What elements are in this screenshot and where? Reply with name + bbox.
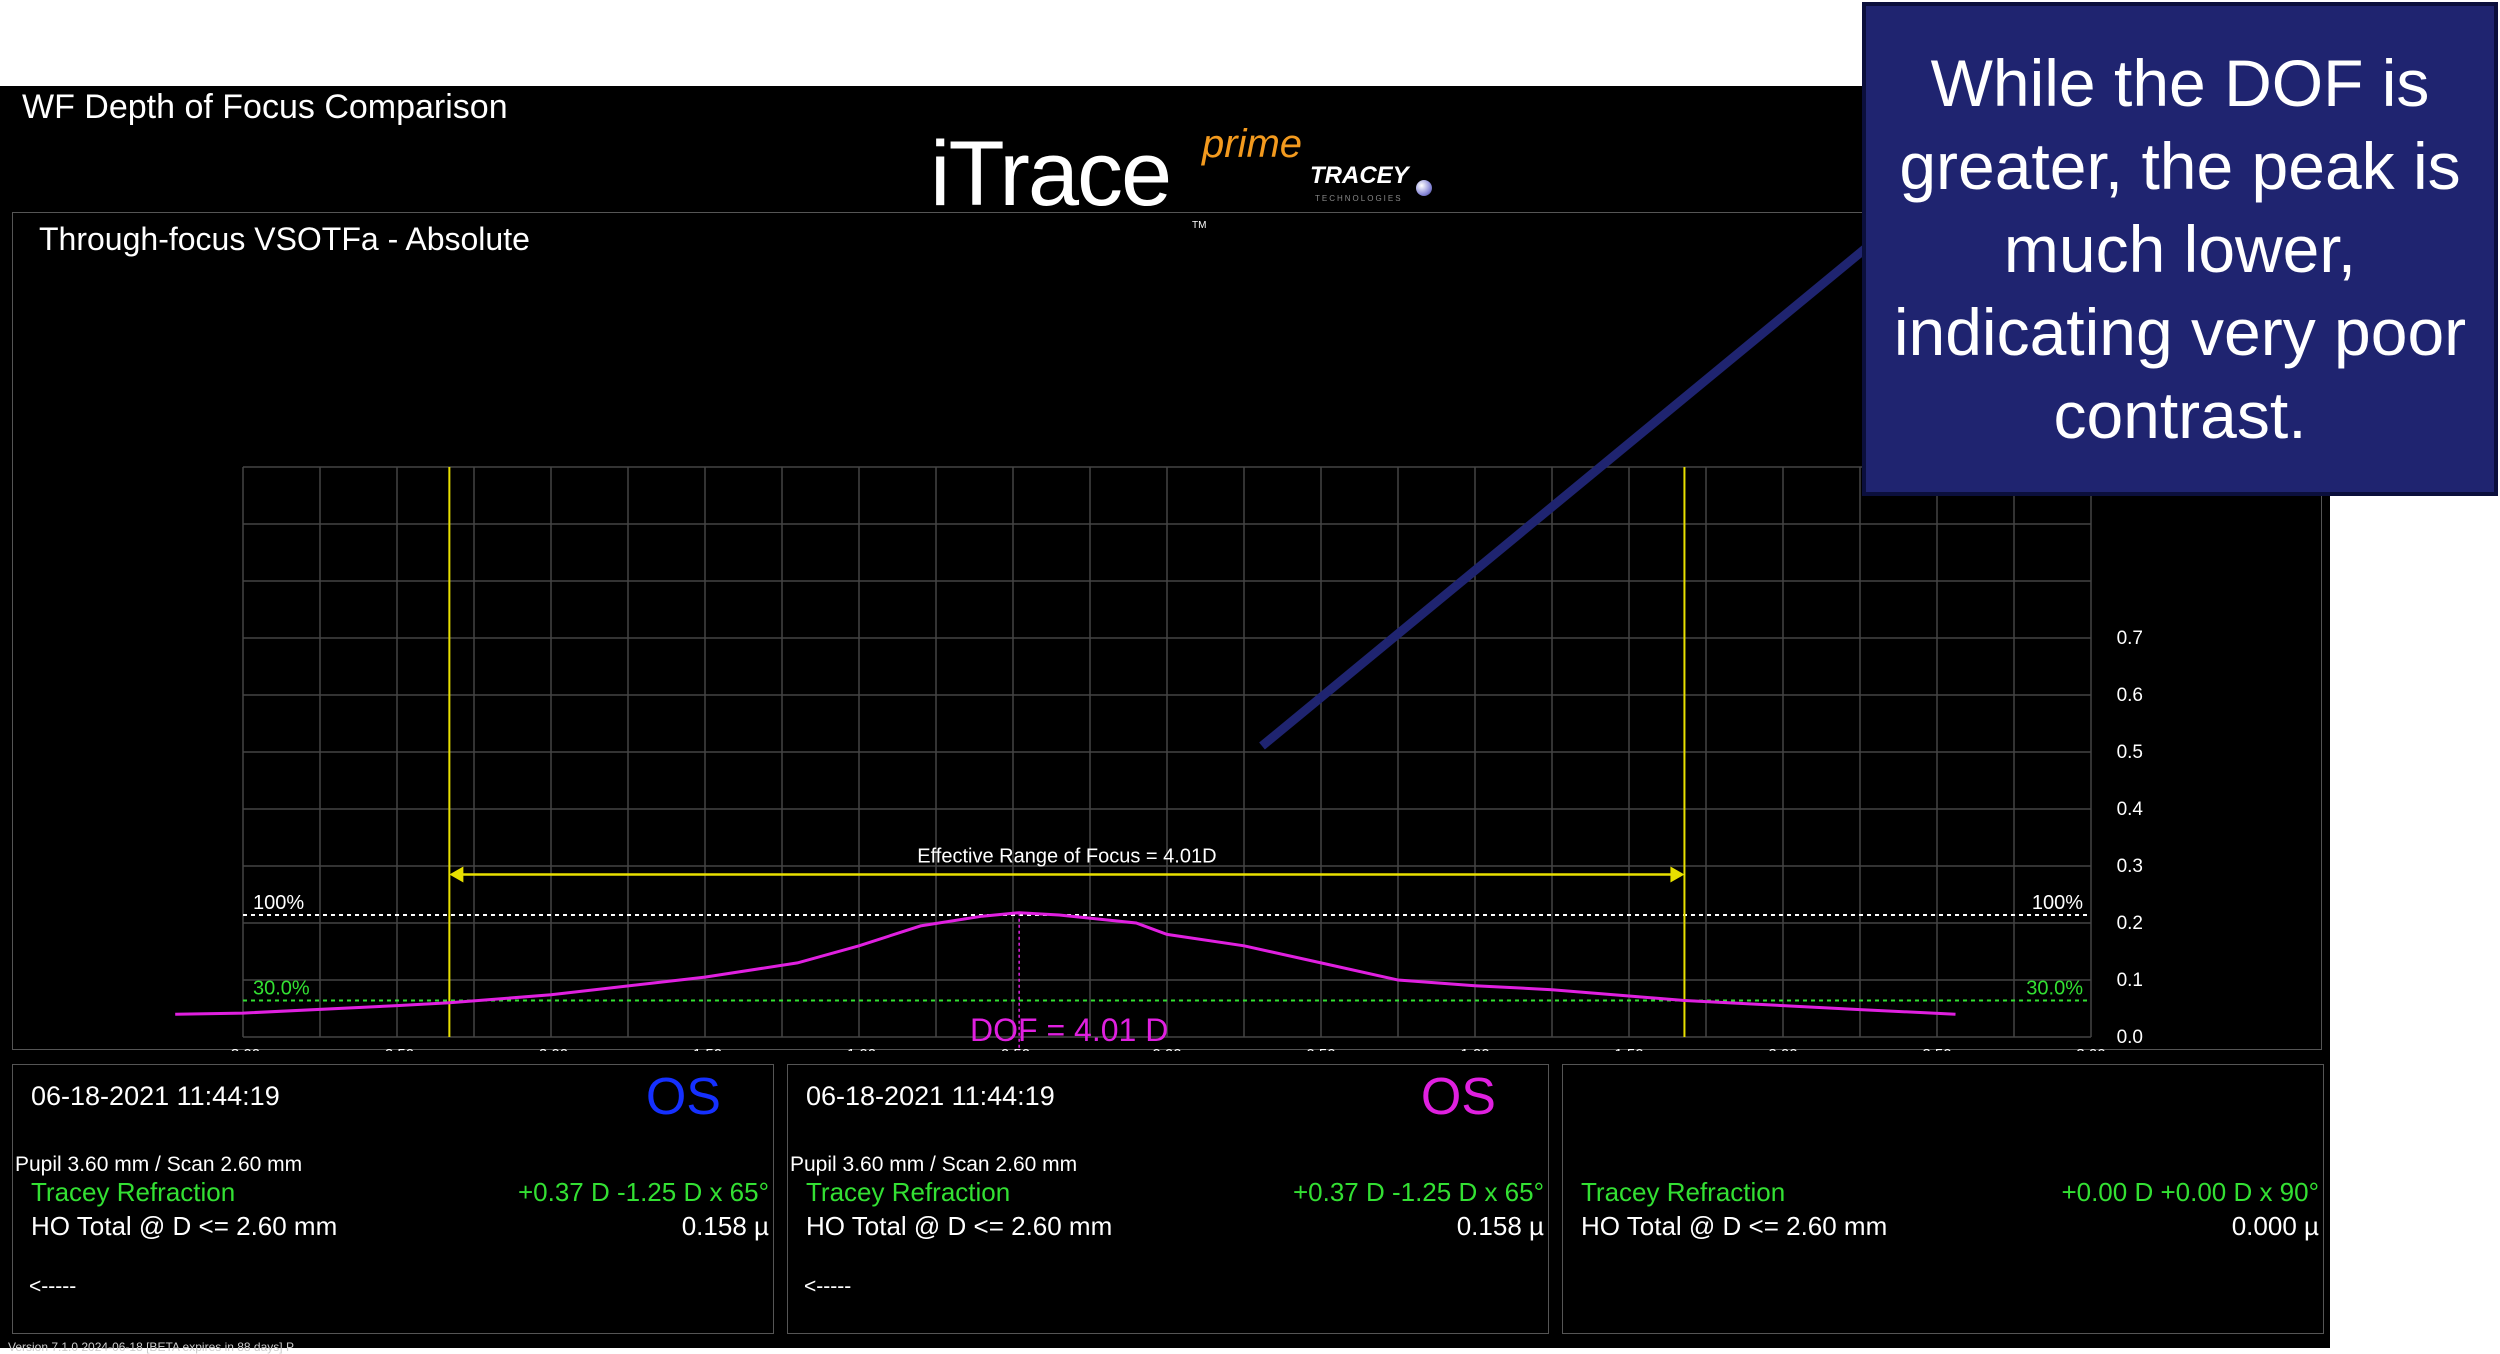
ho-total-value: 0.000 µ (2231, 1211, 2319, 1241)
refraction-value: +0.37 D -1.25 D x 65° (1292, 1177, 1544, 1207)
x-tick-label: -0.50 (996, 1046, 1030, 1051)
y-tick-label: 0.2 (2117, 913, 2143, 934)
exam-panel-1[interactable]: 06-18-2021 11:44:19 OS Pupil 3.60 mm / S… (12, 1064, 774, 1334)
ho-total-value: 0.158 µ (681, 1211, 769, 1241)
exam-date: 06-18-2021 11:44:19 (31, 1081, 280, 1111)
x-tick-label: -3.00 (226, 1046, 260, 1051)
y-tick-label: 0.4 (2117, 799, 2144, 820)
arrowhead-right-icon (1670, 866, 1685, 883)
eye-label: OS (1420, 1068, 1496, 1126)
x-tick-label: -2.00 (534, 1046, 568, 1051)
ho-total-label: HO Total @ D <= 2.60 mm (31, 1211, 338, 1241)
version-text: Version 7.1.0 2024-06-18 [BETA expires i… (8, 1340, 294, 1354)
y-tick-label: 0.3 (2117, 856, 2143, 877)
x-tick-label: -1.50 (688, 1046, 722, 1051)
x-tick-label: 0.50 (1306, 1046, 1335, 1051)
x-tick-label: -1.00 (842, 1046, 876, 1051)
pupil-scan: Pupil 3.60 mm / Scan 2.60 mm (15, 1153, 303, 1176)
logo-company: TRACEY (1310, 162, 1409, 189)
arrowhead-left-icon (449, 866, 464, 883)
y-tick-label: 0.1 (2117, 970, 2143, 991)
ho-total-value: 0.158 µ (1456, 1211, 1544, 1241)
y-tick-label: 0.5 (2117, 742, 2143, 763)
chart-title: Through-focus VSOTFa - Absolute (39, 221, 530, 257)
refraction-value: +0.00 D +0.00 D x 90° (2061, 1177, 2319, 1207)
logo-main-text: iTrace (930, 123, 1172, 225)
annotation-callout: While the DOF is greater, the peak is mu… (1862, 2, 2498, 496)
logo-sup-text: prime (1202, 122, 1303, 166)
dof-label: DOF = 4.01 D (970, 1012, 1168, 1048)
nav-back-button[interactable]: <----- (29, 1275, 77, 1298)
y-tick-label: 0.7 (2117, 628, 2143, 649)
through-focus-curve (175, 911, 1956, 1016)
refraction-label: Tracey Refraction (31, 1177, 236, 1207)
reference-label-right: 30.0% (2026, 978, 2083, 1000)
itrace-logo: iTrace prime TM TRACEY TECHNOLOGIES (930, 122, 1450, 242)
x-tick-label: -2.50 (380, 1046, 414, 1051)
y-tick-label: 0.6 (2117, 685, 2143, 706)
x-tick-label: 0.00 (1152, 1046, 1181, 1051)
ho-total-label: HO Total @ D <= 2.60 mm (806, 1211, 1113, 1241)
focus-range-label: Effective Range of Focus = 4.01D (917, 846, 1216, 868)
window-title: WF Depth of Focus Comparison (22, 88, 508, 126)
reference-label-right: 100% (2032, 892, 2083, 914)
refraction-value: +0.37 D -1.25 D x 65° (517, 1177, 769, 1207)
nav-back-button[interactable]: <----- (804, 1275, 852, 1298)
refraction-label: Tracey Refraction (806, 1177, 1011, 1207)
x-tick-label: 1.50 (1614, 1046, 1643, 1051)
x-tick-label: 1.00 (1460, 1046, 1489, 1051)
logo-tm: TM (1192, 220, 1207, 231)
x-tick-label: 3.00 (2076, 1046, 2105, 1051)
ho-total-label: HO Total @ D <= 2.60 mm (1581, 1211, 1888, 1241)
y-tick-label: 0.0 (2117, 1027, 2143, 1048)
logo-dot-icon (1416, 180, 1432, 196)
exam-panel-3[interactable]: Tracey Refraction +0.00 D +0.00 D x 90° … (1562, 1064, 2324, 1334)
x-tick-label: 2.50 (1922, 1046, 1951, 1051)
callout-text: While the DOF is greater, the peak is mu… (1893, 45, 2467, 452)
exam-panel-2[interactable]: 06-18-2021 11:44:19 OS Pupil 3.60 mm / S… (787, 1064, 1549, 1334)
reference-label-left: 30.0% (253, 978, 310, 1000)
refraction-label: Tracey Refraction (1581, 1177, 1786, 1207)
reference-label-left: 100% (253, 892, 304, 914)
logo-company-sub: TECHNOLOGIES (1315, 194, 1403, 203)
pupil-scan: Pupil 3.60 mm / Scan 2.60 mm (790, 1153, 1078, 1176)
x-tick-label: 2.00 (1768, 1046, 1797, 1051)
eye-label: OS (645, 1068, 721, 1126)
exam-date: 06-18-2021 11:44:19 (806, 1081, 1055, 1111)
